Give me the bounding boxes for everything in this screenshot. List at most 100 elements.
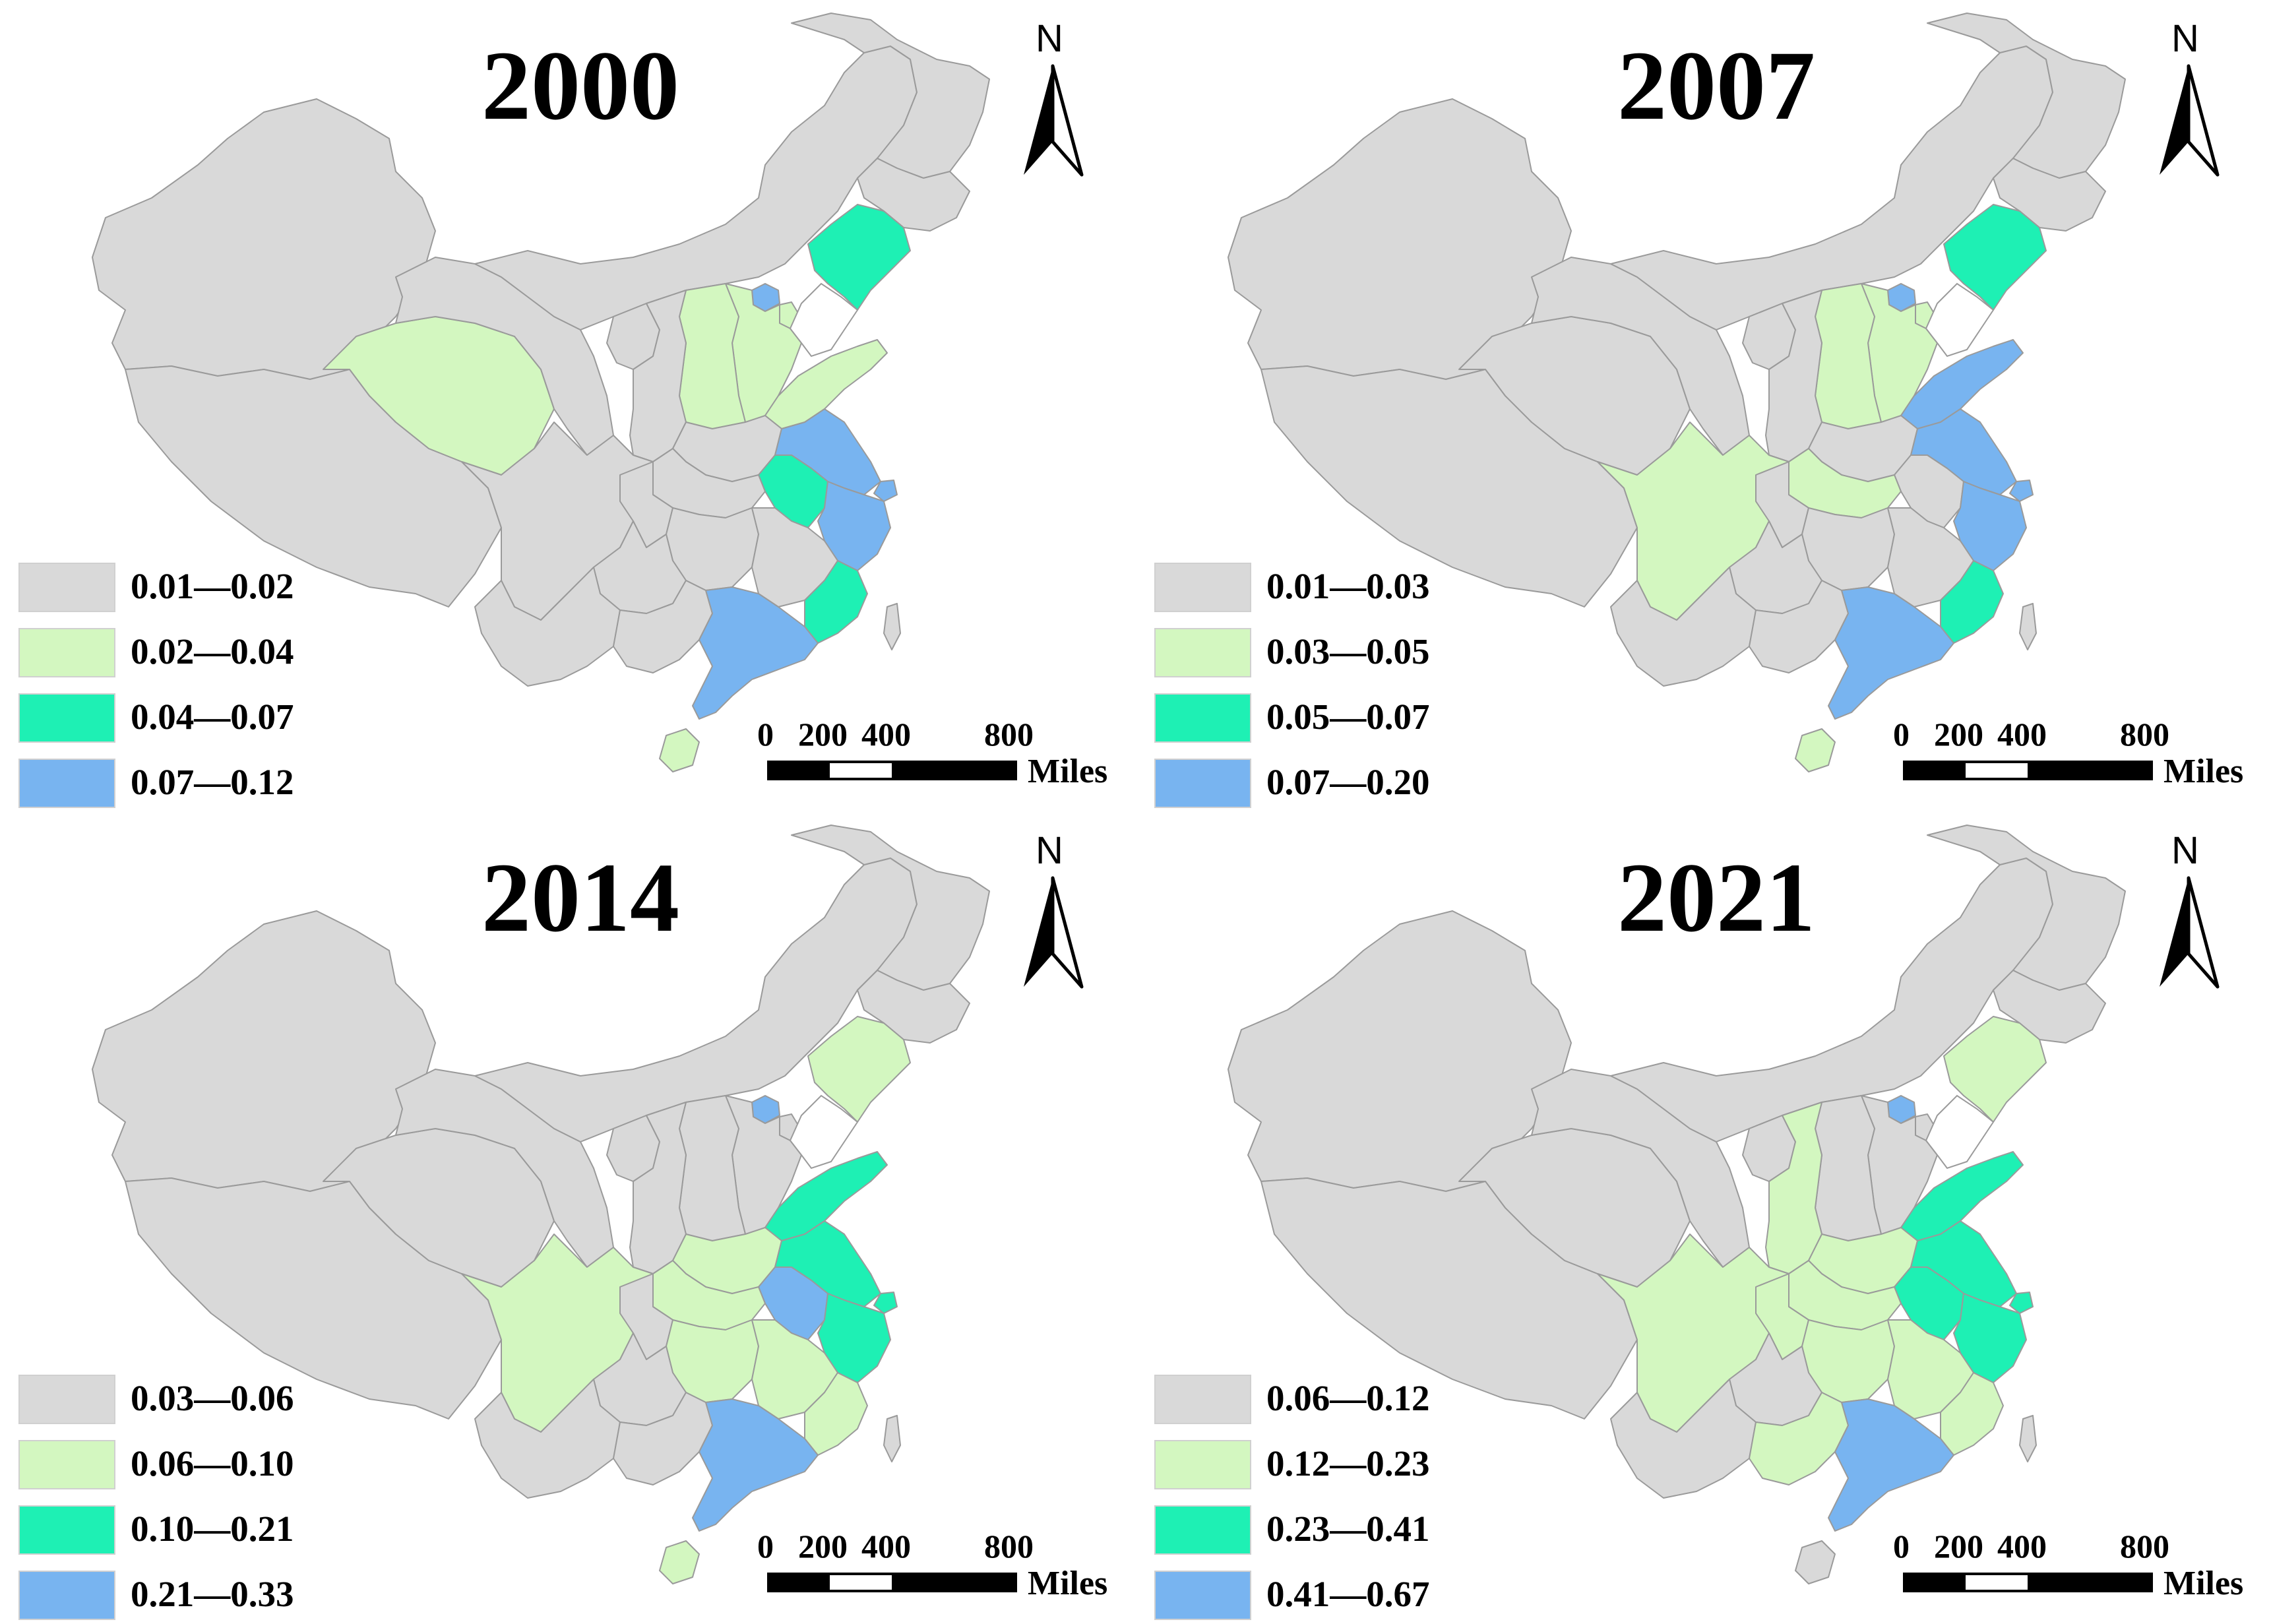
bohai-sea [789, 282, 859, 358]
legend-swatch [18, 1375, 115, 1424]
province-jilin [857, 970, 970, 1044]
bohai-sea [1925, 282, 1995, 358]
legend-swatch [1154, 1505, 1251, 1555]
legend-label: 0.01—0.02 [131, 566, 294, 606]
legend-swatch [1154, 563, 1251, 612]
province-zhejiang [817, 1293, 891, 1383]
province-map [92, 13, 1084, 780]
province-fujian [804, 1372, 868, 1456]
legend-swatch [18, 1505, 115, 1555]
north-arrow-label: N [2171, 829, 2199, 872]
province-shanghai [2009, 1292, 2034, 1314]
north-arrow-icon [1024, 876, 1084, 989]
panel-year: 2021 [1617, 843, 1815, 953]
scale-label-800: 800 [984, 716, 1034, 753]
province-guangdong [1828, 1398, 1954, 1532]
scale-label-200: 200 [1934, 1528, 1983, 1565]
province-fujian [804, 560, 868, 644]
province-map [92, 825, 1084, 1592]
scale-label-0: 0 [1893, 1528, 1910, 1565]
province-liaoning [1943, 204, 2047, 311]
province-jilin [1993, 970, 2106, 1044]
scale-label-800: 800 [2120, 716, 2169, 753]
province-guangdong [1828, 586, 1954, 720]
scale-unit: Miles [2163, 1565, 2244, 1602]
legend-swatch [18, 759, 115, 808]
province-liaoning [1943, 1016, 2047, 1123]
province-liaoning [807, 1016, 911, 1123]
province-map [1228, 13, 2220, 780]
scale-bar [1903, 1573, 2153, 1592]
north-arrow-label: N [1036, 829, 1063, 872]
legend-swatch [1154, 1375, 1251, 1424]
scale-unit: Miles [2163, 753, 2244, 790]
province-jilin [857, 158, 970, 232]
province-zhejiang [1953, 481, 2027, 571]
legend-label: 0.10—0.21 [131, 1509, 294, 1549]
north-arrow-label: N [2171, 17, 2199, 60]
scale-label-800: 800 [984, 1528, 1034, 1565]
map-panel-4: 2021 N 0.06—0.12 0.12—0.23 0.23—0.41 0.4… [1136, 812, 2271, 1624]
legend-swatch [1154, 1440, 1251, 1489]
scale-label-200: 200 [798, 1528, 848, 1565]
scale-label-400: 400 [1997, 716, 2047, 753]
legend-label: 0.02—0.04 [131, 631, 294, 671]
legend-label: 0.06—0.12 [1266, 1378, 1430, 1418]
scale-label-400: 400 [861, 1528, 911, 1565]
legend-swatch [18, 563, 115, 612]
province-shanghai [873, 480, 898, 502]
province-taiwan [2019, 1415, 2037, 1462]
province-fujian [1940, 560, 2004, 644]
province-taiwan [883, 1415, 901, 1462]
panel-year: 2000 [482, 31, 679, 141]
province-hainan [1795, 1540, 1836, 1584]
legend-swatch [1154, 693, 1251, 743]
province-zhejiang [1953, 1293, 2027, 1383]
north-arrow-label: N [1036, 17, 1063, 60]
province-zhejiang [817, 481, 891, 571]
scale-label-200: 200 [1934, 716, 1983, 753]
province-shanghai [2009, 480, 2034, 502]
province-hainan [1795, 728, 1836, 772]
province-shanghai [873, 1292, 898, 1314]
bohai-sea [1925, 1094, 1995, 1170]
province-hainan [659, 728, 700, 772]
map-panel-1: 2000 N 0.01—0.02 0.02—0.04 0.04—0.07 0.0… [0, 0, 1135, 812]
legend-label: 0.12—0.23 [1266, 1443, 1430, 1483]
legend-label: 0.41—0.67 [1266, 1574, 1430, 1614]
legend-swatch [18, 1571, 115, 1620]
legend-swatch [18, 1440, 115, 1489]
map-panel-3: 2014 N 0.03—0.06 0.06—0.10 0.10—0.21 0.2… [0, 812, 1135, 1624]
north-arrow-icon [2160, 876, 2220, 989]
map-panel-2: 2007 N 0.01—0.03 0.03—0.05 0.05—0.07 0.0… [1136, 0, 2271, 812]
panel-year: 2014 [482, 843, 679, 953]
scale-label-400: 400 [1997, 1528, 2047, 1565]
legend-label: 0.07—0.20 [1266, 762, 1430, 802]
legend-swatch [18, 693, 115, 743]
scale-bar [767, 761, 1017, 780]
province-guangdong [692, 1398, 819, 1532]
bohai-sea [789, 1094, 859, 1170]
scale-label-0: 0 [1893, 716, 1910, 753]
legend-label: 0.06—0.10 [131, 1443, 294, 1483]
legend-label: 0.21—0.33 [131, 1574, 294, 1614]
north-arrow-icon [2160, 64, 2220, 177]
province-taiwan [883, 603, 901, 650]
province-map [1228, 825, 2220, 1592]
legend-label: 0.03—0.06 [131, 1378, 294, 1418]
legend-label: 0.07—0.12 [131, 762, 294, 802]
north-arrow-icon [1024, 64, 1084, 177]
province-hainan [659, 1540, 700, 1584]
scale-label-800: 800 [2120, 1528, 2169, 1565]
legend-label: 0.23—0.41 [1266, 1509, 1430, 1549]
province-fujian [1940, 1372, 2004, 1456]
scale-unit: Miles [1028, 1565, 1108, 1602]
scale-label-0: 0 [757, 716, 774, 753]
legend-label: 0.03—0.05 [1266, 631, 1430, 671]
legend-label: 0.01—0.03 [1266, 566, 1430, 606]
scale-label-0: 0 [757, 1528, 774, 1565]
province-taiwan [2019, 603, 2037, 650]
scale-label-200: 200 [798, 716, 848, 753]
legend-label: 0.05—0.07 [1266, 697, 1430, 737]
scale-unit: Miles [1028, 753, 1108, 790]
